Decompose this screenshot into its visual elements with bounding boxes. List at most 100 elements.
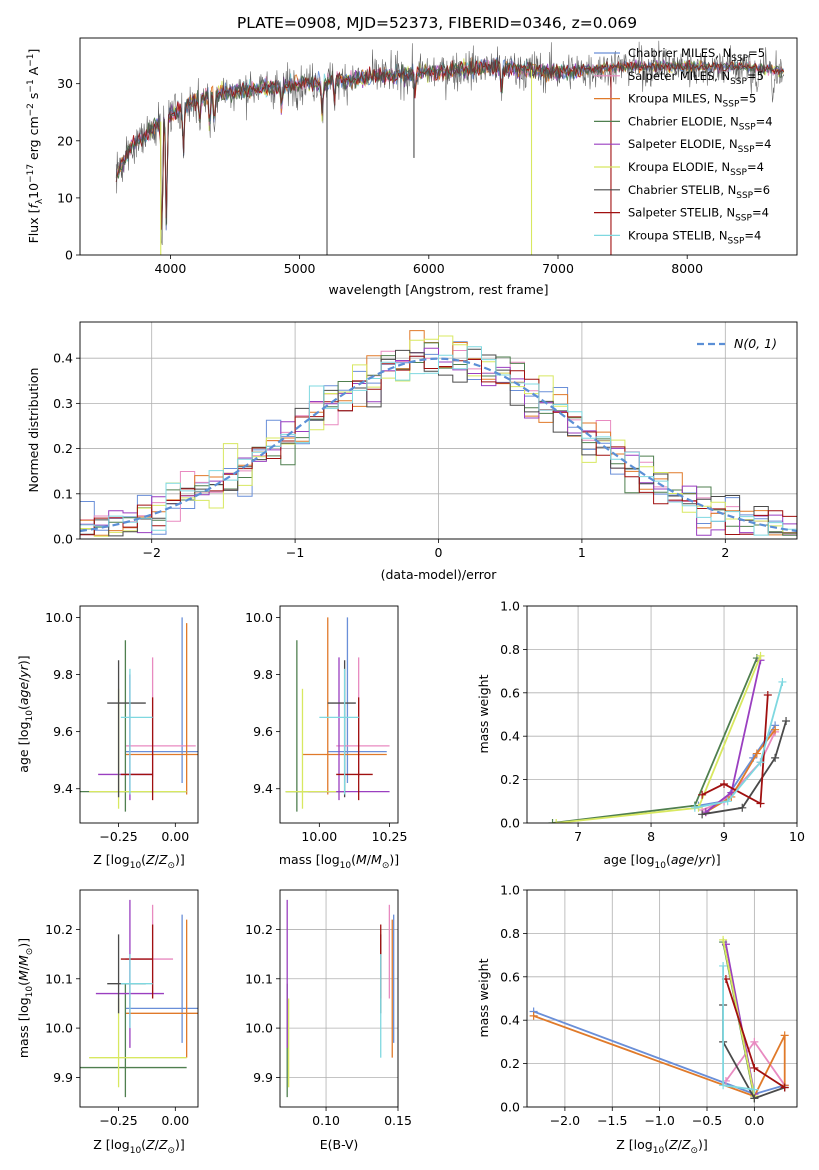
weight-marker-kroupa-stelib [723,797,732,806]
x-tick-label: 0.15 [384,1113,412,1128]
axes-frame [526,605,798,824]
legend-label: Salpeter ELODIE, NSSP=4 [628,137,771,155]
y-tick-label: 10.2 [245,922,273,937]
x-tick-label: 7000 [542,261,574,276]
weight-marker-kroupa-miles [780,1031,789,1040]
y-tick-label: 10.0 [45,1021,73,1036]
y-tick-label: 9.4 [53,781,73,796]
y-tick-label: 0.4 [53,351,73,366]
y-tick-label: 9.4 [253,781,273,796]
y-tick-label: 9.6 [253,724,273,739]
x-tick-label: 8 [647,829,655,844]
weight-marker-chabrier-elodie [548,819,557,823]
weight-marker-salpeter-miles [750,1037,759,1046]
weight-marker-kroupa-miles [529,1011,538,1020]
y-tick-label: 0.8 [500,926,520,941]
y-tick-label: 0.2 [500,772,520,787]
y-tick-label: 0.6 [500,685,520,700]
weight-marker-kroupa-elodie [719,935,728,944]
weight-marker-salpeter-stelib [763,690,772,699]
x-tick-label: 0 [435,545,443,560]
y-tick-label: 0.4 [500,1013,520,1028]
figure-title: PLATE=0908, MJD=52373, FIBERID=0346, z=0… [237,14,637,32]
weight-marker-chabrier-stelib [698,810,707,819]
weight-marker-kroupa-stelib [778,677,787,686]
x-axis-label: Z [log10(Z/Z⊙)] [616,1137,708,1156]
histogram-kroupa-stelib [80,346,797,536]
weight-marker-chabrier-stelib [782,717,791,726]
legend-label: Salpeter STELIB, NSSP=4 [628,206,769,224]
weight-marker-kroupa-miles [752,749,761,758]
y-tick-label: 9.8 [253,667,273,682]
y-tick-label: 0.2 [53,441,73,456]
y-tick-label: 30 [57,76,73,91]
y-tick-label: 9.9 [53,1070,73,1085]
x-axis-label: mass [log10(M/M⊙)] [279,852,399,871]
y-axis-label: Flux [fλ10−17 erg cm−2 s−1 A−1] [26,49,45,244]
y-tick-label: 0.1 [53,486,73,501]
y-tick-label: 0.6 [500,969,520,984]
y-tick-label: 10.1 [45,971,73,986]
weight-marker-kroupa-stelib [750,1085,759,1094]
y-tick-label: 1.0 [500,599,520,614]
x-tick-label: 9 [720,829,728,844]
x-tick-label: −0.5 [692,1113,722,1128]
weight-marker-kroupa-stelib [690,803,699,812]
x-tick-label: 4000 [155,261,187,276]
weight-marker-kroupa-elodie [756,651,765,660]
weight-marker-chabrier-stelib [750,1094,759,1103]
axes-frame [79,889,199,1108]
y-tick-label: 1.0 [500,883,520,898]
weight-marker-salpeter-stelib [720,779,729,788]
legend-label: Kroupa ELODIE, NSSP=4 [628,160,764,178]
legend-label: Chabrier STELIB, NSSP=6 [628,183,770,201]
y-axis-label: age [log10(age/yr)] [16,655,35,772]
weight-marker-kroupa-elodie [552,819,561,823]
x-tick-label: 5000 [284,261,316,276]
y-tick-label: 10.0 [245,610,273,625]
y-axis-label: mass [log10(M/M⊙)] [16,938,35,1058]
x-tick-label: 10.00 [301,829,337,844]
chart-residuals: −2 −1 0 1 2 0.0 0.1 0.2 0.3 0.4 N(0, 1) (data-model… [26,321,798,582]
legend-label: Chabrier ELODIE, NSSP=4 [628,114,773,132]
y-tick-label: 10.0 [245,1021,273,1036]
weight-marker-kroupa-stelib [719,961,728,970]
plot-area [80,330,797,538]
axes-frame [526,889,798,1108]
x-tick-label: 10.25 [372,829,408,844]
x-axis-label: wavelength [Angstrom, rest frame] [328,282,548,297]
spectrum-legend: Chabrier MILES, NSSP=5 Salpeter MILES, NS… [594,46,773,246]
legend-label: N(0, 1) [734,336,777,351]
x-axis-label: Z [log10(Z/Z⊙)] [93,1137,185,1156]
y-tick-label: 0 [65,248,73,263]
x-tick-label: −1.0 [644,1113,674,1128]
y-axis-label: mass weight [476,674,491,753]
x-tick-label: −1.5 [597,1113,627,1128]
y-tick-label: 9.6 [53,724,73,739]
y-tick-label: 10.2 [45,922,73,937]
chart-mass_vs_Z: −0.25 0.00 9.9 10.0 10.1 10.2 Z [log10(Z/Z⊙)] m… [16,889,199,1156]
y-tick-label: 0.0 [500,1100,520,1115]
weight-marker-chabrier-stelib [738,803,747,812]
plot-area [285,617,390,812]
legend-label: Kroupa STELIB, NSSP=4 [628,228,761,246]
y-axis-label: Normed distribution [26,368,41,493]
weight-marker-salpeter-stelib [756,799,765,808]
x-axis-label: Z [log10(Z/Z⊙)] [93,852,185,871]
plot-area [115,40,785,255]
chart-weight_vs_age: 7 8 9 10 0.0 0.2 0.4 0.6 0.8 1.0 age [log10(age/yr… [476,599,805,872]
x-tick-label: 0.00 [161,829,189,844]
y-tick-label: 9.8 [53,667,73,682]
x-tick-label: 10 [789,829,805,844]
y-tick-label: 0.4 [500,729,520,744]
y-tick-label: 0.3 [53,396,73,411]
y-tick-label: 20 [57,133,73,148]
x-tick-label: −1 [286,545,304,560]
axes-frame [79,605,199,824]
weight-marker-kroupa-miles [771,725,780,734]
chart-mass_vs_ebv: 0.10 0.15 9.9 10.0 10.1 10.2 E(B-V) [245,889,412,1152]
y-tick-label: 10.1 [245,971,273,986]
x-axis-label: age [log10(age/yr)] [603,852,720,871]
weight-line-kroupa-stelib [694,681,784,809]
